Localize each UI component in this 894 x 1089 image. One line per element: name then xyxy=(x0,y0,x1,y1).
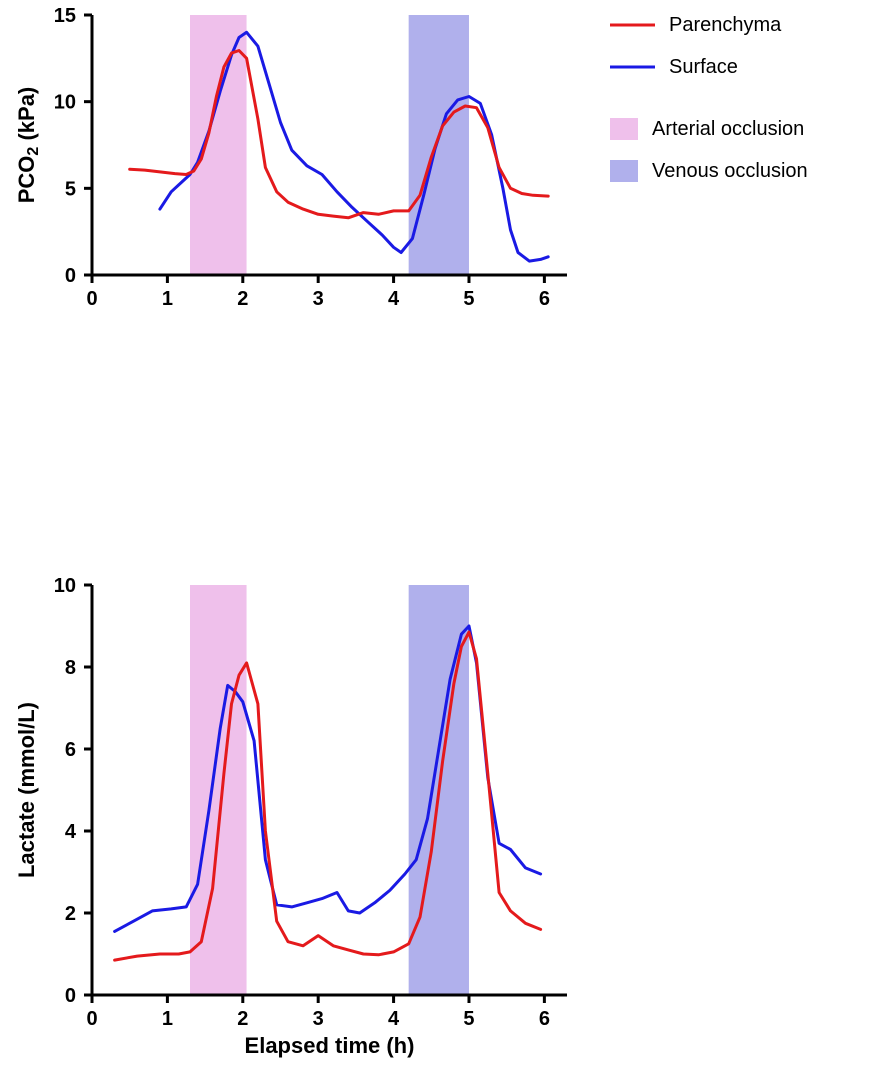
x-tick-label: 3 xyxy=(313,1008,324,1030)
y-axis-label: PCO2 (kPa) xyxy=(14,87,42,204)
x-tick-label: 2 xyxy=(237,288,248,310)
legend-item: Venous occlusion xyxy=(610,160,808,182)
parenchyma-line xyxy=(115,632,541,960)
x-axis-label: Elapsed time (h) xyxy=(245,1033,415,1058)
y-tick-label: 6 xyxy=(65,739,76,761)
y-tick-label: 5 xyxy=(65,178,76,200)
x-tick-label: 2 xyxy=(237,1008,248,1030)
y-axis-label: Lactate (mmol/L) xyxy=(14,702,39,878)
x-tick-label: 5 xyxy=(463,1008,474,1030)
legend-label: Parenchyma xyxy=(669,14,782,36)
x-tick-label: 0 xyxy=(86,288,97,310)
arterial-occlusion-band xyxy=(190,585,247,995)
y-tick-label: 15 xyxy=(54,5,76,27)
legend-label: Venous occlusion xyxy=(652,160,808,182)
x-tick-label: 6 xyxy=(539,288,550,310)
arterial-occlusion-band xyxy=(190,15,247,275)
x-tick-label: 5 xyxy=(463,288,474,310)
x-tick-label: 1 xyxy=(162,288,173,310)
figure: 0 1 2 3 4 5 6 0 5 10 15 PCO2 (kPa) 0 1 2 3 4 5 6 0 2 4 6 8 10 Lac… xyxy=(0,0,894,1089)
legend-label: Surface xyxy=(669,56,738,78)
venous-occlusion-band xyxy=(409,15,469,275)
y-tick-label: 10 xyxy=(54,575,76,597)
y-tick-label: 2 xyxy=(65,903,76,925)
legend-swatch xyxy=(610,160,638,182)
x-tick-label: 3 xyxy=(313,288,324,310)
x-tick-label: 4 xyxy=(388,288,400,310)
y-tick-label: 10 xyxy=(54,92,76,114)
y-tick-label: 8 xyxy=(65,657,76,679)
legend-item: Arterial occlusion xyxy=(610,118,804,140)
x-tick-label: 1 xyxy=(162,1008,173,1030)
legend: Parenchyma Surface Arterial occlusion Venou… xyxy=(610,14,808,182)
x-tick-label: 4 xyxy=(388,1008,400,1030)
y-tick-label: 0 xyxy=(65,265,76,287)
legend-swatch xyxy=(610,118,638,140)
legend-label: Arterial occlusion xyxy=(652,118,804,140)
y-tick-label: 4 xyxy=(65,821,77,843)
x-tick-label: 6 xyxy=(539,1008,550,1030)
legend-item: Surface xyxy=(610,56,738,78)
y-tick-label: 0 xyxy=(65,985,76,1007)
x-tick-label: 0 xyxy=(86,1008,97,1030)
legend-item: Parenchyma xyxy=(610,14,782,36)
